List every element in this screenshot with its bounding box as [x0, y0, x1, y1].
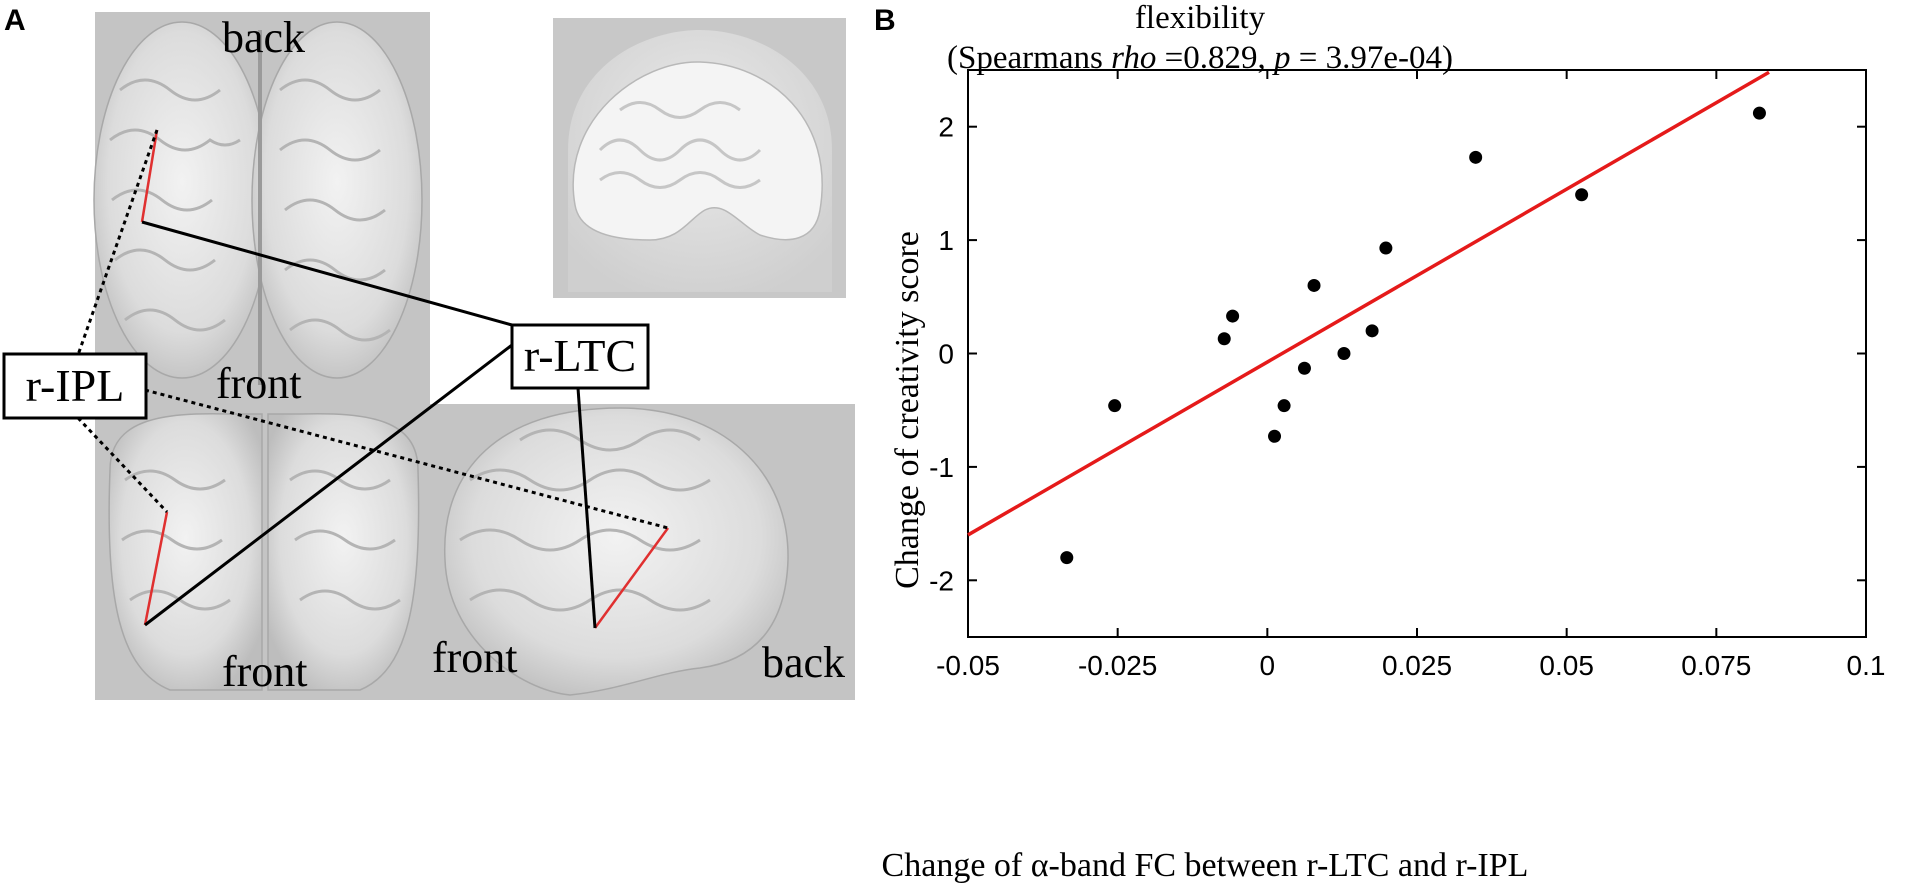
data-point [1752, 106, 1766, 120]
data-points [1060, 106, 1766, 565]
data-point [1337, 347, 1351, 360]
data-point [1307, 278, 1321, 292]
x-tick-label: 0.025 [1382, 650, 1452, 681]
x-tick-label: 0.05 [1539, 650, 1594, 681]
data-point [1297, 361, 1311, 375]
y-tick-label: -1 [929, 452, 954, 483]
label-sagittal-back: back [762, 638, 845, 687]
data-point [1277, 399, 1291, 413]
y-axis-label: Change of creativity score [889, 231, 926, 589]
x-axis-label: Change of α-band FC between r-LTC and r-… [882, 847, 1529, 884]
y-tick-label: -2 [929, 565, 954, 596]
plot-frame [967, 69, 1867, 638]
front-view-connection [143, 511, 169, 626]
data-point [1060, 551, 1074, 565]
label-top-back: back [222, 13, 305, 62]
x-tick-label: -0.05 [936, 650, 1000, 681]
chart-title: flexibility [1135, 0, 1266, 36]
data-point [1226, 309, 1240, 323]
ltc-label-box [510, 323, 650, 390]
data-point [1469, 150, 1483, 164]
y-tick-label: 1 [938, 225, 954, 256]
ltc-label: r-LTC [524, 330, 636, 381]
data-point [1575, 188, 1589, 202]
data-point [1108, 399, 1122, 413]
x-tick-label: 0.1 [1847, 650, 1886, 681]
brain-top-view [93, 21, 423, 385]
head-view [568, 30, 832, 292]
data-point [1379, 241, 1393, 255]
brain-side-view [444, 407, 789, 696]
subtitle-p-symbol: p [1272, 40, 1291, 76]
x-tick-label: 0.075 [1681, 650, 1751, 681]
panel-a-letter: A [4, 4, 26, 37]
label-sagittal-front: front [432, 633, 518, 682]
top-view-connection [140, 129, 159, 223]
label-coronal-front: front [222, 647, 308, 696]
ltc-leader-lines [141, 220, 597, 629]
y-tick-label: 0 [938, 339, 954, 370]
label-top-front: front [216, 359, 302, 408]
x-tick-label: 0 [1260, 650, 1276, 681]
side-view-connection [593, 527, 670, 629]
y-axis-ticks: -2 -1 0 1 2 [929, 112, 1866, 596]
y-tick-label: 2 [938, 112, 954, 143]
panel-b-letter: B [874, 4, 896, 37]
x-axis-ticks: -0.05 -0.025 0 0.025 0.05 0.075 0.1 [936, 70, 1885, 681]
ipl-leader-lines [76, 129, 669, 530]
regression-line [967, 70, 1770, 537]
data-point [1217, 332, 1231, 346]
x-tick-label: -0.025 [1078, 650, 1157, 681]
data-point [1365, 324, 1379, 338]
ipl-label-box [2, 352, 148, 420]
ipl-label: r-IPL [26, 360, 125, 411]
data-point [1268, 429, 1282, 443]
